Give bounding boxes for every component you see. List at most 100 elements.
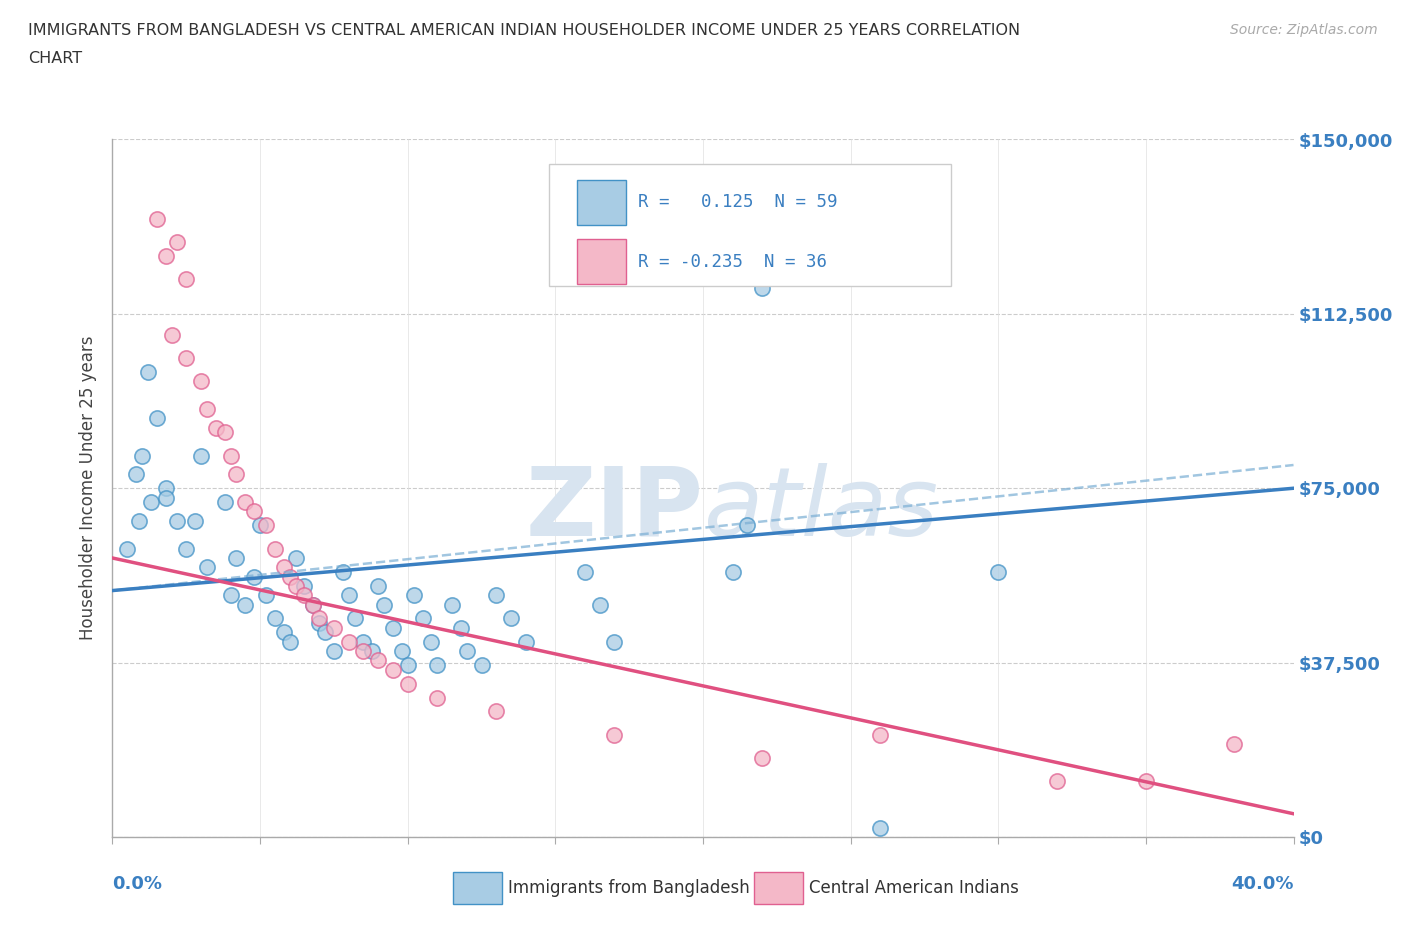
Point xyxy=(367,653,389,668)
Point xyxy=(450,620,472,635)
Point xyxy=(603,727,626,742)
Point xyxy=(588,597,610,612)
Point xyxy=(1223,737,1246,751)
Point xyxy=(155,481,177,496)
Point xyxy=(190,448,212,463)
Point xyxy=(174,272,197,286)
Point xyxy=(190,374,212,389)
Point xyxy=(174,541,197,556)
Point xyxy=(574,565,596,579)
Text: Central American Indians: Central American Indians xyxy=(810,879,1019,897)
FancyBboxPatch shape xyxy=(453,872,502,904)
Point xyxy=(308,616,330,631)
Point xyxy=(391,644,413,658)
Point xyxy=(195,402,218,417)
Point xyxy=(128,513,150,528)
Point xyxy=(131,448,153,463)
Point xyxy=(751,751,773,765)
Point xyxy=(402,588,425,603)
Point xyxy=(160,327,183,342)
Point xyxy=(337,588,360,603)
Point xyxy=(166,513,188,528)
Point xyxy=(254,518,277,533)
Point xyxy=(233,597,256,612)
Point xyxy=(139,495,162,510)
Point xyxy=(292,578,315,593)
Point xyxy=(411,611,433,626)
Point xyxy=(456,644,478,658)
FancyBboxPatch shape xyxy=(550,164,950,286)
Point xyxy=(751,281,773,296)
FancyBboxPatch shape xyxy=(576,239,626,284)
Point xyxy=(382,662,405,677)
Point xyxy=(396,676,419,691)
Point xyxy=(219,588,242,603)
Text: R =   0.125  N = 59: R = 0.125 N = 59 xyxy=(638,193,838,211)
Text: 0.0%: 0.0% xyxy=(112,875,163,894)
Point xyxy=(426,658,449,672)
Point xyxy=(254,588,277,603)
Point xyxy=(501,611,523,626)
Point xyxy=(233,495,256,510)
Point xyxy=(441,597,464,612)
Point xyxy=(308,611,330,626)
Point xyxy=(243,504,266,519)
Text: ZIP: ZIP xyxy=(524,463,703,556)
Point xyxy=(146,211,169,226)
Point xyxy=(195,560,218,575)
Point xyxy=(205,420,228,435)
Point xyxy=(284,578,307,593)
Point xyxy=(1135,774,1157,789)
Point xyxy=(292,588,315,603)
Point xyxy=(302,597,325,612)
Point xyxy=(323,644,346,658)
Point xyxy=(869,727,891,742)
Point xyxy=(146,411,169,426)
Point xyxy=(155,248,177,263)
Point xyxy=(184,513,207,528)
Point xyxy=(367,578,389,593)
Point xyxy=(332,565,354,579)
Point xyxy=(1046,774,1069,789)
Point xyxy=(249,518,271,533)
Point xyxy=(284,551,307,565)
Point xyxy=(214,425,236,440)
Point xyxy=(343,611,366,626)
Point xyxy=(373,597,395,612)
Text: Source: ZipAtlas.com: Source: ZipAtlas.com xyxy=(1230,23,1378,37)
Point xyxy=(515,634,537,649)
Point xyxy=(273,625,295,640)
Point xyxy=(420,634,443,649)
Text: IMMIGRANTS FROM BANGLADESH VS CENTRAL AMERICAN INDIAN HOUSEHOLDER INCOME UNDER 2: IMMIGRANTS FROM BANGLADESH VS CENTRAL AM… xyxy=(28,23,1021,38)
Point xyxy=(264,611,287,626)
Point xyxy=(721,565,744,579)
Point xyxy=(225,467,247,482)
Point xyxy=(155,490,177,505)
Point xyxy=(470,658,494,672)
Text: 40.0%: 40.0% xyxy=(1232,875,1294,894)
Text: R = -0.235  N = 36: R = -0.235 N = 36 xyxy=(638,253,827,271)
Point xyxy=(278,569,301,584)
Point xyxy=(352,644,374,658)
Text: atlas: atlas xyxy=(703,463,938,556)
Point xyxy=(174,351,197,365)
Point xyxy=(485,704,508,719)
Point xyxy=(243,569,266,584)
Point xyxy=(219,448,242,463)
FancyBboxPatch shape xyxy=(576,180,626,225)
Point xyxy=(426,690,449,705)
Point xyxy=(214,495,236,510)
Point xyxy=(396,658,419,672)
Point xyxy=(264,541,287,556)
Point xyxy=(337,634,360,649)
Point xyxy=(117,541,138,556)
Point xyxy=(361,644,384,658)
Point xyxy=(166,234,188,249)
Point xyxy=(323,620,346,635)
Point xyxy=(225,551,247,565)
Point xyxy=(125,467,148,482)
Point xyxy=(485,588,508,603)
Point xyxy=(737,518,759,533)
Point xyxy=(352,634,374,649)
Point xyxy=(869,820,891,835)
